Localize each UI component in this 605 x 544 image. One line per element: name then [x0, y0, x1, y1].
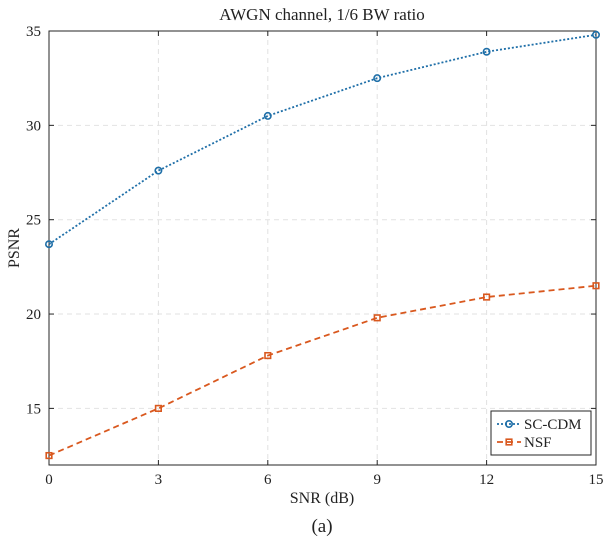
x-axis-label: SNR (dB): [290, 490, 354, 507]
y-tick-label: 15: [26, 401, 41, 417]
x-tick-label: 3: [155, 472, 163, 488]
data-point: [482, 47, 491, 56]
y-tick-label: 35: [26, 24, 41, 40]
legend-box: [490, 410, 592, 456]
x-tick-label: 12: [479, 472, 494, 488]
data-point: [44, 240, 53, 249]
legend-label: NSF: [524, 435, 552, 451]
data-point: [592, 282, 600, 290]
grid-lines: [49, 31, 596, 465]
legend: SC-CDM NSF: [490, 410, 592, 456]
plot-background: [49, 31, 596, 465]
legend-marker: [504, 419, 513, 428]
data-point: [264, 351, 272, 360]
data-point: [591, 30, 600, 39]
legend-marker: [505, 438, 513, 446]
y-axis-label: PSNR: [6, 228, 23, 268]
series-sc-cdm: [44, 30, 600, 249]
data-point: [373, 314, 381, 322]
data-point: [482, 293, 491, 301]
figure-caption: (a): [311, 516, 332, 537]
series-line: [48, 33, 597, 245]
y-tick-label: 30: [26, 118, 41, 134]
y-tick-label: 20: [26, 307, 41, 323]
data-point: [373, 74, 382, 83]
x-tick-label: 9: [373, 472, 381, 488]
data-point: [154, 166, 163, 175]
data-point: [154, 404, 163, 412]
y-tick-label: 25: [26, 213, 41, 229]
x-tick-label: 0: [45, 472, 53, 488]
axis-ticks: 0 3 6 9 12 15 15 20 25 30 35: [26, 24, 604, 488]
data-point: [263, 111, 272, 120]
data-point: [45, 451, 53, 460]
x-tick-label: 15: [589, 472, 604, 488]
data-series: [44, 30, 600, 460]
chart-title: AWGN channel, 1/6 BW ratio: [219, 5, 425, 24]
series-nsf: [45, 282, 600, 460]
legend-label: SC-CDM: [524, 417, 582, 433]
x-tick-label: 6: [264, 472, 272, 488]
